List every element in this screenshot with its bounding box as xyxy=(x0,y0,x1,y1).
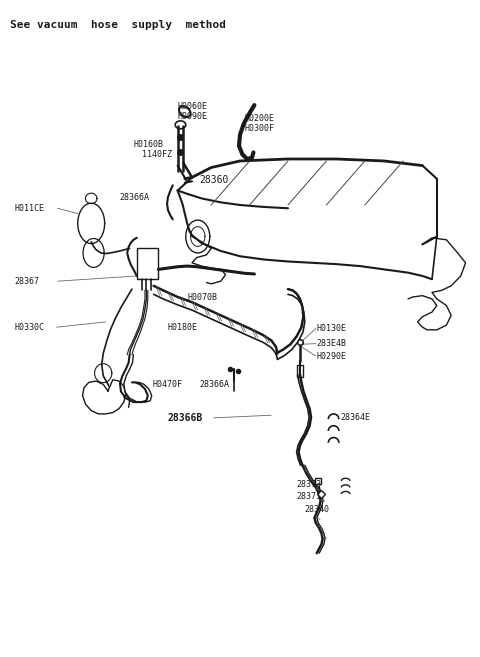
Text: 1140FZ: 1140FZ xyxy=(142,150,172,159)
Text: H0300F: H0300F xyxy=(245,124,275,133)
Text: 28366A: 28366A xyxy=(199,380,229,389)
Text: 28371: 28371 xyxy=(297,492,322,501)
Text: H0330C: H0330C xyxy=(14,323,44,332)
Text: H0160B: H0160B xyxy=(133,140,163,149)
Text: 283E4B: 283E4B xyxy=(317,339,347,348)
Ellipse shape xyxy=(175,121,186,129)
Text: 28366A: 28366A xyxy=(119,193,149,202)
Bar xyxy=(137,248,158,279)
Text: H011CE: H011CE xyxy=(14,204,44,213)
Text: 28373: 28373 xyxy=(297,480,322,489)
Text: H0200E: H0200E xyxy=(245,114,275,123)
Text: H0130E: H0130E xyxy=(317,324,347,333)
Text: 28340: 28340 xyxy=(305,505,330,514)
Text: 28360: 28360 xyxy=(199,175,228,185)
Text: H0060E: H0060E xyxy=(178,102,207,111)
Text: See vacuum  hose  supply  method: See vacuum hose supply method xyxy=(10,20,226,30)
Text: H0070B: H0070B xyxy=(187,293,217,302)
Text: 28364E: 28364E xyxy=(341,413,371,422)
Text: 28367: 28367 xyxy=(14,277,39,286)
Text: H0290E: H0290E xyxy=(317,351,347,361)
Text: H0470F: H0470F xyxy=(153,380,182,389)
Polygon shape xyxy=(83,380,126,414)
Bar xyxy=(297,365,303,377)
Text: H0180E: H0180E xyxy=(167,323,197,332)
Text: H0090E: H0090E xyxy=(178,112,207,121)
Text: 28366B: 28366B xyxy=(167,413,202,423)
